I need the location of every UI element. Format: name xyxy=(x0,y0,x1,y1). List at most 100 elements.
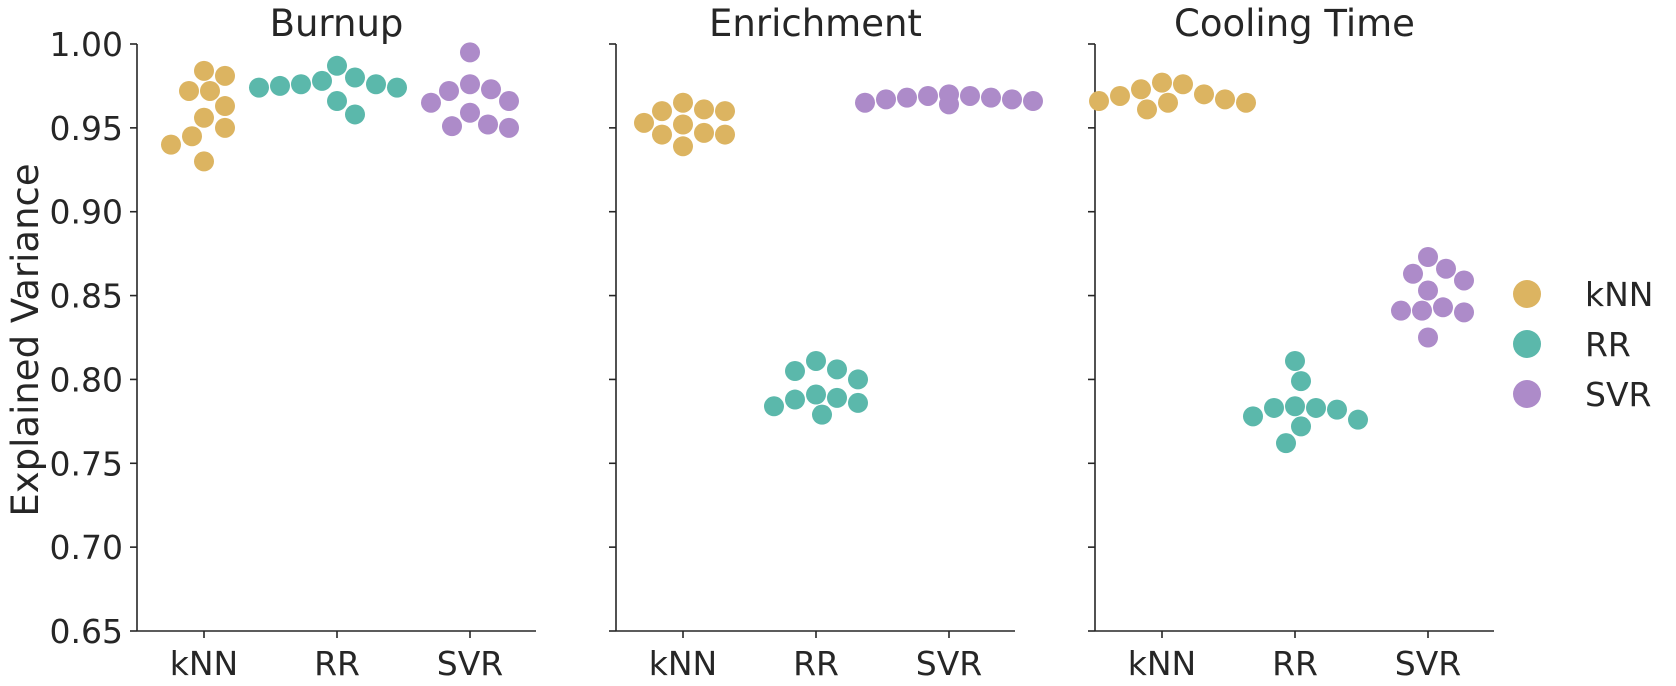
legend-marker-svr xyxy=(1513,380,1541,408)
panel-cooling-time: Cooling Time kNN RR SVR xyxy=(1088,2,1494,683)
legend-marker-knn xyxy=(1513,280,1541,308)
panel-title-burnup: Burnup xyxy=(270,2,404,45)
data-point-knn xyxy=(182,126,202,147)
data-point-rr xyxy=(1327,399,1347,420)
data-point-rr xyxy=(291,74,311,95)
series-svr-burnup xyxy=(421,42,519,138)
data-point-rr xyxy=(785,361,805,382)
data-point-rr xyxy=(827,359,847,380)
y-tick-label: 0.90 xyxy=(50,193,123,232)
data-point-rr xyxy=(827,387,847,408)
data-point-rr xyxy=(848,392,868,413)
data-point-knn xyxy=(1158,92,1178,113)
data-point-knn xyxy=(694,99,714,120)
data-point-knn xyxy=(215,96,235,117)
y-tick-label: 1.00 xyxy=(50,25,123,64)
x-tick-label-svr: SVR xyxy=(1395,644,1461,683)
data-point-knn xyxy=(1173,74,1193,95)
x-tick-label-knn: kNN xyxy=(1128,644,1196,683)
data-point-svr xyxy=(499,117,519,138)
data-point-svr xyxy=(1436,258,1456,279)
x-tick-label-rr: RR xyxy=(314,644,360,683)
legend-label-knn: kNN xyxy=(1585,275,1653,314)
series-svr-cooling-time xyxy=(1391,246,1474,348)
data-point-knn xyxy=(715,124,735,145)
data-point-rr xyxy=(1291,371,1311,392)
x-tick-label-rr: RR xyxy=(793,644,839,683)
legend-label-svr: SVR xyxy=(1585,375,1651,414)
legend-item-rr: RR xyxy=(1513,325,1631,364)
data-point-svr xyxy=(1454,302,1474,323)
series-knn-burnup xyxy=(161,60,235,172)
data-point-rr xyxy=(1243,406,1263,427)
data-point-rr xyxy=(812,404,832,425)
data-point-knn xyxy=(1236,92,1256,113)
panel-enrichment: Enrichment kNN RR SVR xyxy=(609,2,1043,683)
panels: Burnup 0.65 0.70 0.75 0.80 0.85 0.90 0.95 1.00 kN… xyxy=(50,2,1494,683)
data-point-knn xyxy=(215,117,235,138)
data-point-knn xyxy=(161,134,181,155)
data-point-svr xyxy=(897,87,917,108)
data-point-rr xyxy=(270,75,290,96)
data-point-rr xyxy=(1285,396,1305,417)
data-point-svr xyxy=(460,42,480,63)
y-tick-label: 0.80 xyxy=(50,360,123,399)
legend-marker-rr xyxy=(1513,330,1541,358)
series-knn-enrichment xyxy=(634,92,735,157)
data-point-svr xyxy=(481,79,501,100)
data-point-rr xyxy=(327,91,347,112)
data-point-svr xyxy=(876,89,896,110)
legend-item-svr: SVR xyxy=(1513,375,1651,414)
y-tick-label: 0.65 xyxy=(50,612,123,651)
data-point-svr xyxy=(1391,300,1411,321)
data-point-knn xyxy=(1089,91,1109,112)
data-point-knn xyxy=(673,136,693,157)
data-point-knn xyxy=(194,151,214,172)
data-point-knn xyxy=(673,92,693,113)
data-point-svr xyxy=(442,116,462,137)
legend-label-rr: RR xyxy=(1585,325,1631,364)
data-point-rr xyxy=(1348,409,1368,430)
data-point-svr xyxy=(981,87,1001,108)
data-point-svr xyxy=(855,92,875,113)
data-point-svr xyxy=(439,80,459,101)
panel-burnup: Burnup 0.65 0.70 0.75 0.80 0.85 0.90 0.95 1.00 kN… xyxy=(50,2,536,683)
data-point-svr xyxy=(1418,327,1438,348)
data-point-rr xyxy=(764,396,784,417)
data-point-rr xyxy=(345,67,365,88)
data-point-svr xyxy=(460,74,480,95)
series-knn-cooling-time xyxy=(1089,72,1256,120)
data-point-knn xyxy=(1131,79,1151,100)
x-tick-label-svr: SVR xyxy=(916,644,982,683)
x-tick-label-svr: SVR xyxy=(437,644,503,683)
data-point-knn xyxy=(215,65,235,86)
data-point-knn xyxy=(1110,85,1130,106)
data-point-rr xyxy=(848,369,868,390)
data-point-knn xyxy=(194,107,214,128)
data-point-rr xyxy=(1291,416,1311,437)
data-point-knn xyxy=(194,60,214,81)
legend: kNN RR SVR xyxy=(1513,275,1653,414)
data-point-rr xyxy=(312,70,332,91)
data-point-knn xyxy=(634,112,654,133)
x-tick-label-rr: RR xyxy=(1272,644,1318,683)
data-point-knn xyxy=(1152,72,1172,93)
data-point-rr xyxy=(327,55,347,76)
data-point-rr xyxy=(1276,433,1296,454)
data-point-knn xyxy=(200,80,220,101)
data-point-svr xyxy=(1403,263,1423,284)
data-point-knn xyxy=(673,114,693,135)
series-svr-enrichment xyxy=(855,84,1043,115)
data-point-svr xyxy=(1412,300,1432,321)
panel-title-cooling-time: Cooling Time xyxy=(1174,2,1415,45)
data-point-knn xyxy=(1194,84,1214,105)
data-point-svr xyxy=(939,94,959,115)
data-point-knn xyxy=(694,122,714,143)
series-rr-enrichment xyxy=(764,350,868,425)
data-point-knn xyxy=(652,101,672,122)
data-point-knn xyxy=(715,101,735,122)
y-tick-label: 0.75 xyxy=(50,444,123,483)
data-point-rr xyxy=(345,104,365,125)
x-tick-label-knn: kNN xyxy=(170,644,238,683)
